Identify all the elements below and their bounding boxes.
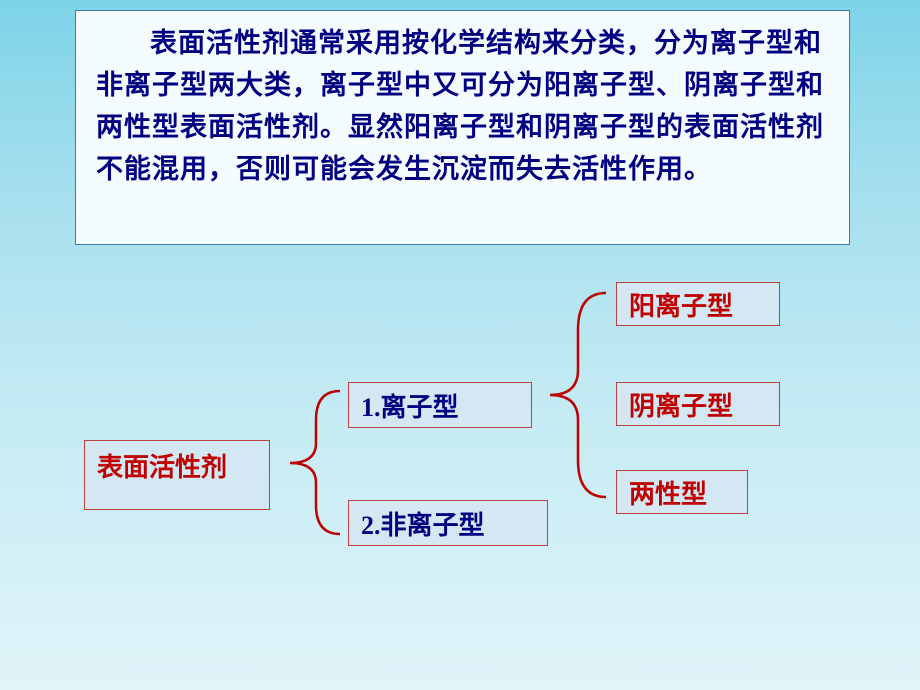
cation-label: 阳离子型 — [629, 286, 733, 323]
root-node: 表面活性剂 — [84, 440, 270, 510]
anion-node: 阴离子型 — [616, 382, 780, 426]
ampho-node: 两性型 — [616, 470, 748, 514]
cation-node: 阳离子型 — [616, 282, 780, 326]
description-text: 表面活性剂通常采用按化学结构来分类，分为离子型和非离子型两大类，离子型中又可分为… — [96, 23, 829, 190]
bracket-level1 — [278, 385, 346, 540]
nonionic-node: 2.非离子型 — [348, 500, 548, 546]
anion-label: 阴离子型 — [629, 386, 733, 423]
description-text-box: 表面活性剂通常采用按化学结构来分类，分为离子型和非离子型两大类，离子型中又可分为… — [75, 10, 850, 245]
ionic-node: 1.离子型 — [348, 382, 532, 428]
ampho-label: 两性型 — [629, 474, 707, 511]
root-label: 表面活性剂 — [97, 447, 227, 484]
bracket-level2 — [538, 285, 614, 505]
nonionic-label: 2.非离子型 — [361, 505, 485, 542]
ionic-label: 1.离子型 — [361, 387, 459, 424]
